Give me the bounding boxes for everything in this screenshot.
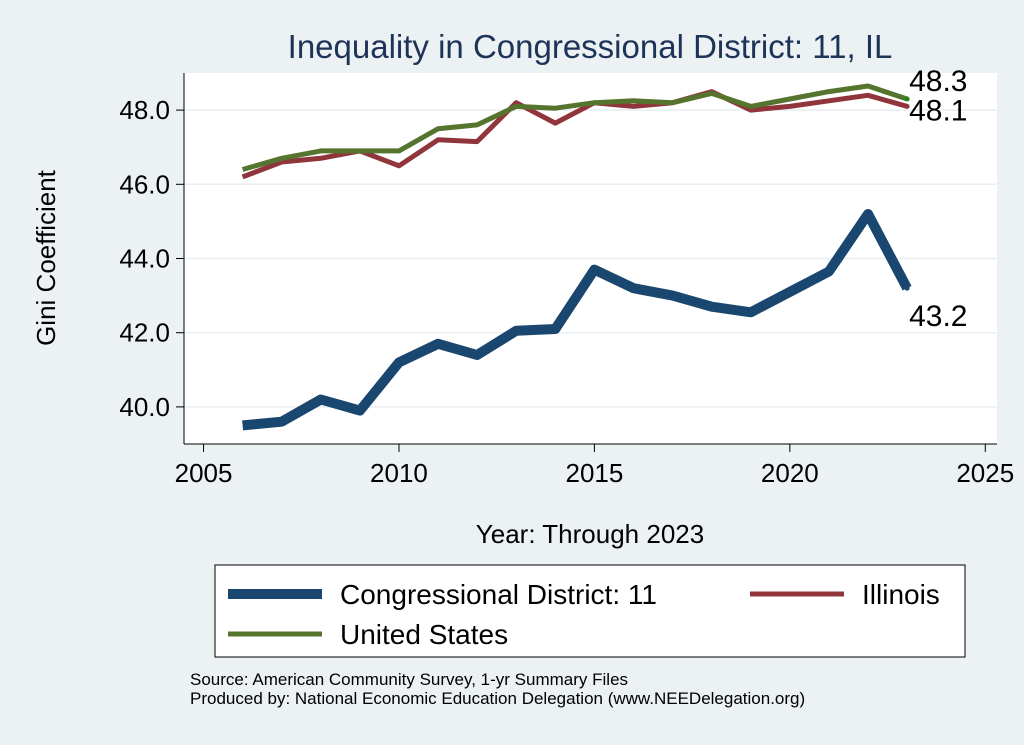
x-axis-label: Year: Through 2023 [476, 519, 704, 549]
source-note: Source: American Community Survey, 1-yr … [190, 670, 629, 689]
legend: Congressional District: 11 Illinois United… [228, 579, 940, 650]
end-marker [904, 103, 910, 109]
y-axis-label: Gini Coefficient [31, 169, 61, 346]
legend-box [214, 564, 966, 658]
series-line [242, 209, 912, 431]
end-label: 48.1 [909, 94, 967, 127]
end-marker [904, 96, 910, 102]
legend-label: Illinois [862, 579, 940, 610]
legend-label: Congressional District: 11 [340, 579, 657, 610]
axes: 40.0 42.0 44.0 46.0 48.0 2005 2010 2015 2020 2025 [119, 73, 1014, 488]
x-tick-label: 2010 [370, 458, 428, 488]
x-tick-label: 2005 [175, 458, 233, 488]
x-tick-label: 2025 [956, 458, 1014, 488]
series-line [241, 83, 908, 172]
x-tick-label: 2015 [565, 458, 623, 488]
end-label: 48.3 [909, 65, 967, 98]
end-marker [904, 285, 910, 291]
end-labels: 48.348.1 43.2 [904, 65, 967, 333]
y-tick-label: 46.0 [119, 169, 170, 199]
y-tick-label: 42.0 [119, 318, 170, 348]
chart-title: Inequality in Congressional District: 11… [288, 28, 893, 65]
x-tick-label: 2020 [761, 458, 819, 488]
end-label: 43.2 [909, 300, 967, 333]
grid [184, 109, 997, 408]
produced-by-note: Produced by: National Economic Education… [190, 689, 806, 708]
y-tick-label: 40.0 [119, 392, 170, 422]
legend-label: United States [340, 619, 508, 650]
y-tick-label: 44.0 [119, 244, 170, 274]
series-lines [241, 83, 912, 431]
y-tick-label: 48.0 [119, 95, 170, 125]
